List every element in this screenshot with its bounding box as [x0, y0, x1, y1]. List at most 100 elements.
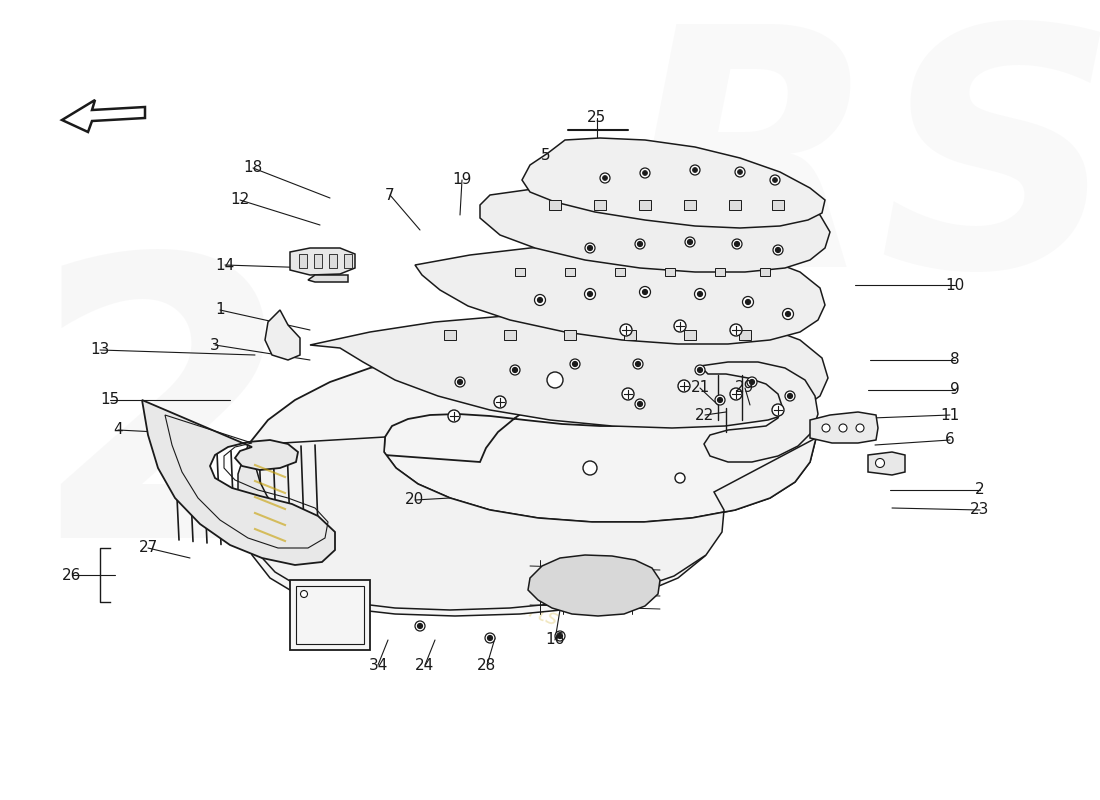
Circle shape [773, 245, 783, 255]
Polygon shape [564, 330, 576, 340]
Text: 15: 15 [100, 393, 120, 407]
Circle shape [538, 298, 542, 302]
Text: 5: 5 [541, 147, 551, 162]
Text: 14: 14 [216, 258, 234, 273]
Circle shape [635, 399, 645, 409]
Text: 8: 8 [950, 353, 960, 367]
Circle shape [584, 289, 595, 299]
Polygon shape [739, 330, 751, 340]
Polygon shape [615, 268, 625, 276]
Circle shape [732, 239, 742, 249]
Circle shape [510, 365, 520, 375]
Circle shape [638, 242, 642, 246]
Circle shape [632, 359, 644, 369]
Circle shape [558, 634, 562, 638]
Circle shape [485, 633, 495, 643]
Circle shape [547, 372, 563, 388]
Text: 26: 26 [63, 567, 81, 582]
Polygon shape [772, 200, 784, 210]
Polygon shape [565, 268, 575, 276]
Circle shape [587, 246, 593, 250]
Circle shape [494, 396, 506, 408]
Text: 21: 21 [691, 381, 710, 395]
Text: 11: 11 [940, 407, 959, 422]
Text: 27: 27 [139, 541, 157, 555]
Polygon shape [344, 254, 352, 268]
Polygon shape [415, 244, 825, 344]
Polygon shape [528, 555, 660, 616]
Text: 1: 1 [216, 302, 224, 318]
Polygon shape [480, 180, 830, 272]
Text: RS: RS [621, 14, 1100, 337]
Polygon shape [142, 400, 336, 565]
Circle shape [603, 175, 607, 181]
Text: 20: 20 [406, 493, 425, 507]
Circle shape [638, 402, 642, 406]
Circle shape [697, 367, 703, 373]
Text: 7: 7 [385, 187, 395, 202]
Circle shape [635, 239, 645, 249]
Circle shape [455, 377, 465, 387]
Text: 13: 13 [90, 342, 110, 358]
Text: 10: 10 [945, 278, 965, 293]
Polygon shape [639, 200, 651, 210]
Circle shape [694, 289, 705, 299]
Polygon shape [715, 268, 725, 276]
Polygon shape [308, 275, 348, 282]
Circle shape [730, 388, 743, 400]
Polygon shape [310, 312, 828, 428]
Polygon shape [810, 412, 878, 443]
Polygon shape [62, 100, 145, 132]
Text: 24: 24 [416, 658, 434, 673]
Circle shape [448, 410, 460, 422]
Polygon shape [238, 437, 816, 610]
Polygon shape [290, 248, 355, 275]
Text: 12: 12 [230, 193, 250, 207]
Circle shape [695, 365, 705, 375]
Text: 23: 23 [970, 502, 990, 518]
Polygon shape [240, 460, 720, 616]
Circle shape [621, 388, 634, 400]
Circle shape [458, 379, 462, 385]
Circle shape [785, 311, 791, 317]
Circle shape [749, 379, 755, 385]
Text: 16: 16 [546, 633, 564, 647]
Circle shape [675, 473, 685, 483]
Circle shape [642, 290, 648, 294]
Circle shape [600, 173, 610, 183]
Circle shape [742, 297, 754, 307]
Circle shape [737, 170, 742, 174]
Circle shape [639, 286, 650, 298]
Text: 28: 28 [477, 658, 496, 673]
Polygon shape [522, 138, 825, 228]
Circle shape [585, 243, 595, 253]
Text: 22: 22 [695, 407, 715, 422]
Polygon shape [314, 254, 322, 268]
Text: 4: 4 [113, 422, 123, 438]
Polygon shape [868, 452, 905, 475]
Circle shape [674, 320, 686, 332]
Text: 2: 2 [30, 242, 300, 618]
Circle shape [747, 377, 757, 387]
Text: 18: 18 [243, 161, 263, 175]
Text: 29: 29 [735, 381, 755, 395]
Circle shape [620, 324, 632, 336]
Polygon shape [299, 254, 307, 268]
Circle shape [785, 391, 795, 401]
Circle shape [572, 362, 578, 366]
Circle shape [856, 424, 864, 432]
Text: 34: 34 [368, 658, 387, 673]
Circle shape [688, 239, 693, 245]
Polygon shape [729, 200, 741, 210]
Text: 2: 2 [976, 482, 984, 498]
Text: parts: parts [499, 591, 560, 629]
Circle shape [690, 165, 700, 175]
Polygon shape [444, 330, 456, 340]
Polygon shape [700, 362, 818, 462]
Polygon shape [329, 254, 337, 268]
Circle shape [772, 178, 778, 182]
Polygon shape [684, 330, 696, 340]
Polygon shape [684, 200, 696, 210]
Circle shape [717, 398, 723, 402]
Circle shape [730, 324, 743, 336]
